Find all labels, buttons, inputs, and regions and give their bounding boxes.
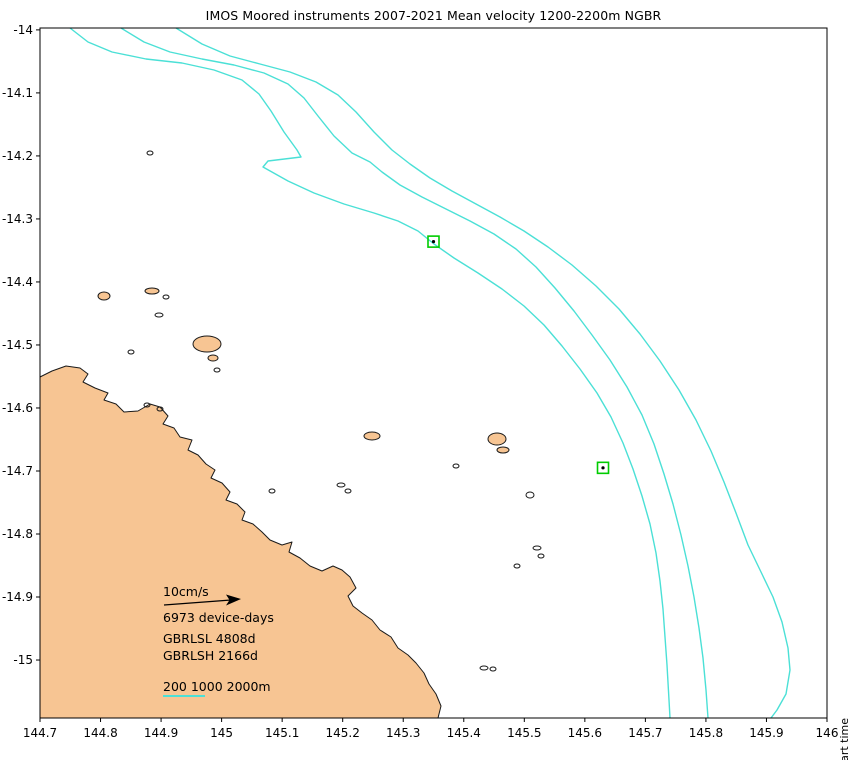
island: [192, 335, 222, 353]
mainland-landmass: [39, 365, 442, 719]
x-tick-label: 145.7: [628, 726, 662, 740]
plot-title: IMOS Moored instruments 2007-2021 Mean v…: [205, 8, 662, 23]
island: [268, 488, 276, 494]
y-tick-label: -14.7: [2, 464, 33, 478]
mooring-marker-gbrlsl: [427, 235, 440, 248]
island: [154, 312, 164, 318]
x-tick-label: 145.6: [568, 726, 602, 740]
x-tick-label: 144.7: [23, 726, 57, 740]
device-days-total: 6973 device-days: [163, 610, 274, 625]
mooring-point: [431, 240, 436, 244]
velocity-scale-label: 10cm/s: [163, 584, 209, 599]
island: [363, 431, 381, 441]
y-tick-label: -14.3: [2, 212, 33, 226]
y-tick-label: -14.6: [2, 401, 33, 415]
x-tick-label: 145.4: [447, 726, 481, 740]
x-tick-label: 145.2: [326, 726, 360, 740]
y-tick-label: -14.1: [2, 86, 33, 100]
island: [452, 463, 460, 469]
mooring-point: [601, 466, 605, 470]
island: [489, 666, 497, 672]
y-tick-label: -14.8: [2, 527, 33, 541]
island: [213, 367, 221, 373]
x-tick-label: 145.8: [689, 726, 723, 740]
x-tick-label: 145.1: [265, 726, 299, 740]
x-tick-label: 144.9: [144, 726, 178, 740]
island: [336, 482, 346, 488]
y-tick-label: -14.5: [2, 338, 33, 352]
island: [97, 291, 111, 301]
island: [496, 446, 510, 454]
island: [144, 287, 160, 295]
y-tick-label: -14.9: [2, 590, 33, 604]
copyright-credit: © IMOS 23-Aug-2021 11:43:50 Hobart time: [838, 718, 851, 760]
island: [537, 553, 545, 559]
y-tick-label: -15: [13, 653, 33, 667]
island: [146, 150, 154, 156]
velocity-scale-arrow-head: [226, 594, 241, 606]
island: [487, 432, 507, 446]
island: [156, 406, 164, 412]
depth-contour-200m: [69, 27, 671, 719]
mooring-marker-gbrlsh: [596, 461, 610, 475]
depth-contour-legend: 200 1000 2000m: [163, 679, 271, 694]
x-tick-label: 145.5: [507, 726, 541, 740]
x-tick-label: 146: [816, 726, 839, 740]
y-tick-label: -14: [13, 23, 33, 37]
island: [513, 563, 521, 569]
mooring-gbrlsh-days: GBRLSH 2166d: [163, 648, 258, 663]
x-tick-label: 144.8: [83, 726, 117, 740]
x-tick-label: 145.9: [749, 726, 783, 740]
y-tick-label: -14.4: [2, 275, 33, 289]
island: [479, 665, 489, 671]
y-tick-label: -14.2: [2, 149, 33, 163]
depth-contour-2000m: [175, 27, 791, 719]
island: [532, 545, 542, 551]
x-tick-label: 145.3: [386, 726, 420, 740]
island: [162, 294, 170, 300]
plot-frame: [39, 27, 828, 719]
depth-contour-1000m: [120, 27, 709, 719]
island: [344, 488, 352, 494]
velocity-scale-arrow-shaft: [163, 599, 232, 606]
island: [525, 491, 535, 499]
island: [127, 349, 135, 355]
x-tick-label: 145: [210, 726, 233, 740]
island: [207, 354, 219, 362]
mooring-gbrlsl-days: GBRLSL 4808d: [163, 631, 256, 646]
island: [143, 402, 151, 408]
